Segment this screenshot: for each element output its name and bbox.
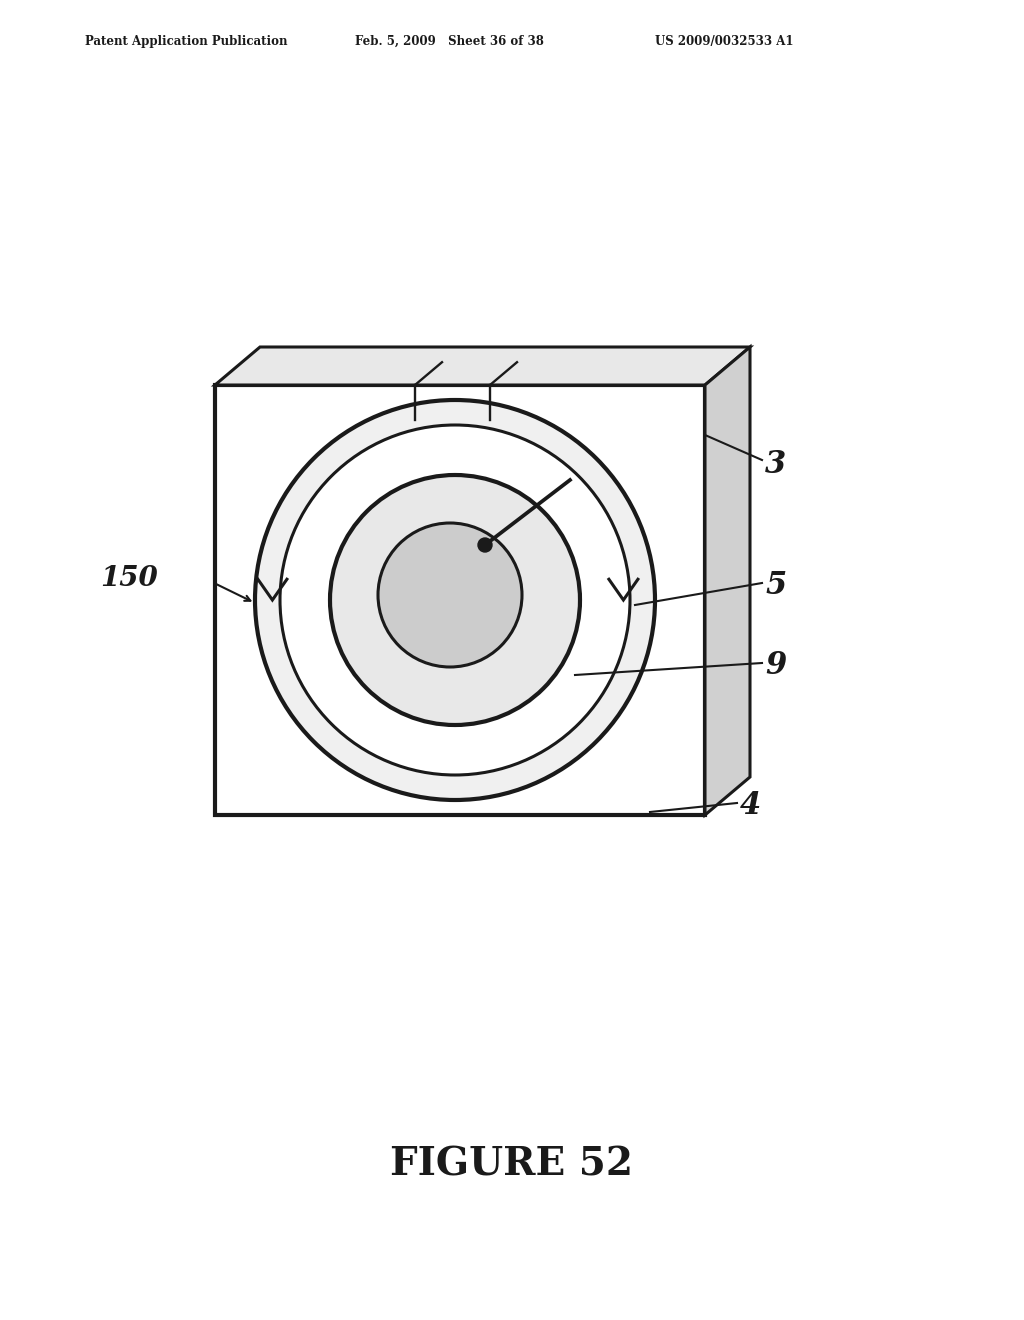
Circle shape <box>255 400 655 800</box>
Circle shape <box>478 539 492 552</box>
Text: 150: 150 <box>100 565 158 591</box>
Text: 9: 9 <box>765 649 786 681</box>
Text: 4: 4 <box>740 789 761 821</box>
Text: US 2009/0032533 A1: US 2009/0032533 A1 <box>655 36 794 48</box>
Polygon shape <box>215 347 750 385</box>
Circle shape <box>330 475 580 725</box>
Text: 3: 3 <box>765 450 786 480</box>
Text: Patent Application Publication: Patent Application Publication <box>85 36 288 48</box>
Circle shape <box>378 523 522 667</box>
Circle shape <box>280 425 630 775</box>
Polygon shape <box>705 347 750 814</box>
Text: Feb. 5, 2009   Sheet 36 of 38: Feb. 5, 2009 Sheet 36 of 38 <box>355 36 544 48</box>
Text: FIGURE 52: FIGURE 52 <box>390 1146 634 1184</box>
Text: 5: 5 <box>765 569 786 601</box>
